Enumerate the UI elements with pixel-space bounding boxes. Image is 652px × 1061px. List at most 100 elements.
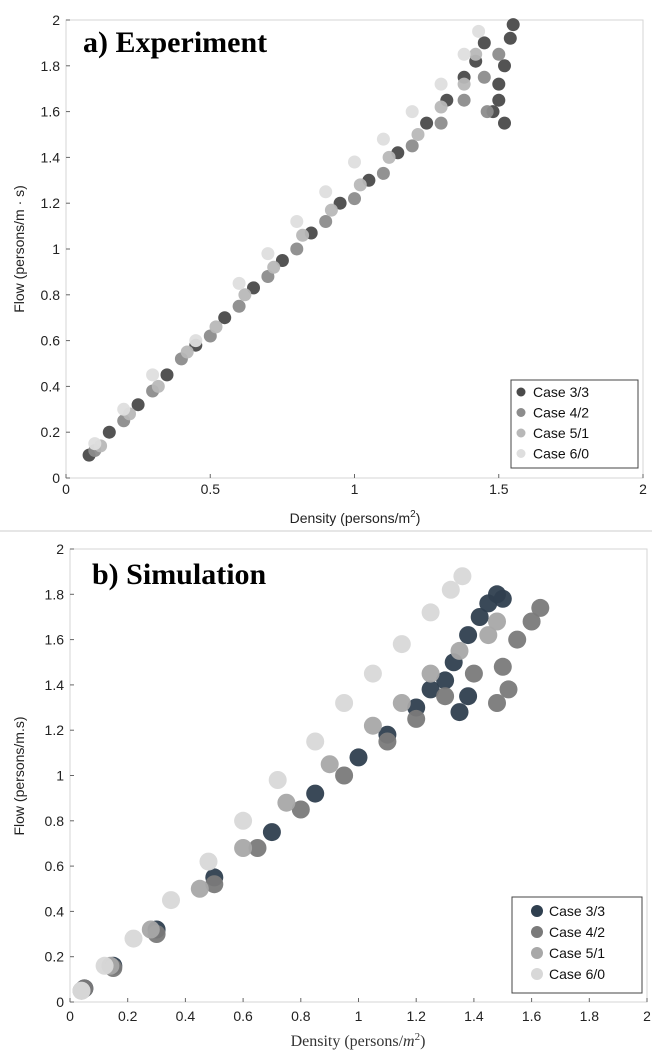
panel-a-y-tick-label: 0.6: [41, 333, 61, 349]
panel-b-point-series-3-9: [363, 664, 382, 683]
panel-b-point-series-3-7: [306, 732, 325, 751]
panel-a-point-series-1-13: [457, 93, 471, 107]
panel-b-y-axis-label: Flow (persons/m.s): [11, 716, 27, 835]
panel-b-point-series-2-7: [363, 716, 382, 735]
panel-b-point-series-0-6: [349, 748, 368, 767]
panel-a-legend-marker-0: [516, 387, 526, 397]
panel-b-point-series-0-12: [459, 626, 478, 645]
panel-b-point-series-0-4: [262, 823, 281, 842]
panel-b-point-series-1-7: [378, 732, 397, 751]
panel-a-legend-marker-2: [516, 428, 526, 438]
panel-a-point-series-2-2: [151, 379, 165, 393]
panel-a-point-series-2-10: [382, 150, 396, 164]
panel-a-point-series-1-12: [434, 116, 448, 130]
panel-b-x-axis-label-sup: 2: [415, 1031, 421, 1043]
panel-b-x-tick-label: 2: [643, 1008, 651, 1024]
panel-b-points: [72, 567, 550, 1000]
panel-b-legend-label-2: Case 5/1: [549, 945, 605, 961]
panel-a-x-axis-label-end: ): [416, 510, 421, 526]
panel-b-x-tick-label: 1.8: [580, 1008, 600, 1024]
panel-a-y-tick-label: 0.2: [41, 424, 61, 440]
panel-b-point-series-0-18: [459, 687, 478, 706]
panel-b-x-tick-label: 0: [66, 1008, 74, 1024]
panel-b-y-ticks: 0 0.2 0.4 0.6 0.8 1 1.2 1.4 1.6 1.8 2: [45, 541, 74, 1010]
panel-b-point-series-1-11: [493, 657, 512, 676]
panel-a-point-series-1-8: [319, 215, 333, 228]
panel-b-point-series-0-10: [436, 671, 455, 690]
panel-b-point-series-3-2: [124, 929, 143, 948]
panel-b-point-series-3-13: [453, 567, 472, 586]
panel-a-y-tick-label: 1.4: [41, 149, 61, 165]
panel-a-y-tick-label: 0.8: [41, 287, 61, 303]
panel-b-legend-marker-0: [531, 905, 543, 917]
panel-a-point-series-3-11: [434, 77, 448, 91]
panel-b-point-series-1-5: [291, 800, 310, 819]
panel-b-point-series-1-14: [531, 598, 550, 617]
panel-b-legend-label-3: Case 6/0: [549, 966, 605, 982]
panel-a-point-series-0-20: [503, 31, 517, 45]
panel-b-point-series-1-8: [407, 709, 426, 728]
panel-a-point-series-1-9: [348, 192, 361, 206]
panel-b-legend-marker-3: [531, 968, 543, 980]
panel-a-x-tick-label: 2: [639, 481, 647, 497]
panel-b-point-series-3-3: [162, 891, 180, 910]
panel-b-point-series-2-9: [421, 664, 440, 683]
panel-a-point-series-0-16: [477, 36, 491, 50]
panel-a-points: [82, 18, 520, 462]
panel-a-point-series-3-6: [290, 215, 304, 228]
panel-b-point-series-2-10: [450, 641, 469, 660]
panel-a-point-series-3-1: [117, 402, 131, 416]
panel-a-x-tick-label: 1.5: [489, 481, 509, 497]
panel-a-point-series-0-21: [506, 18, 520, 32]
panel-a-y-tick-label: 1.8: [41, 58, 61, 74]
panel-b-x-tick-label: 1.4: [464, 1008, 484, 1024]
panel-b-point-series-3-6: [268, 771, 287, 789]
panel-b-title: b) Simulation: [92, 558, 267, 591]
panel-a-x-tick-label: 0.5: [201, 481, 221, 497]
panel-a-point-series-2-5: [238, 288, 252, 302]
panel-b-point-series-2-5: [277, 793, 296, 812]
panel-a-point-series-2-4: [209, 320, 223, 334]
panel-a-point-series-1-7: [290, 242, 304, 256]
panel-b-y-tick-label: 0.8: [45, 813, 65, 829]
panel-a-point-series-1-15: [492, 47, 506, 61]
panel-a-point-series-2-12: [434, 100, 448, 114]
panel-a-legend: Case 3/3 Case 4/2 Case 5/1 Case 6/0: [510, 379, 639, 469]
panel-b-x-tick-label: 0.4: [176, 1008, 196, 1024]
panel-b-point-series-1-10: [464, 664, 483, 683]
panel-a-y-tick-label: 0.4: [41, 378, 61, 394]
panel-a-point-series-0-7: [275, 254, 289, 267]
panel-a-point-series-0-1: [102, 425, 116, 439]
panel-a-point-series-3-2: [146, 368, 160, 382]
panel-a-point-series-1-14: [477, 70, 491, 84]
panel-b-legend: Case 3/3 Case 4/2 Case 5/1 Case 6/0: [511, 896, 643, 994]
panel-a-point-series-3-8: [348, 155, 361, 169]
panel-b-y-tick-label: 0.4: [45, 903, 65, 919]
panel-b-point-series-0-13: [470, 608, 489, 626]
panel-a-y-tick-label: 0: [52, 470, 60, 486]
panel-b-point-series-2-8: [392, 694, 411, 712]
panel-b-point-series-3-5: [234, 811, 253, 830]
panel-b-y-tick-label: 2: [56, 541, 64, 557]
panel-b-legend-label-1: Case 4/2: [549, 924, 605, 940]
panel-a-point-series-0-23: [492, 93, 506, 107]
panel-a-y-axis-label: Flow (persons/m · s): [11, 185, 27, 313]
panel-b-point-series-2-11: [479, 626, 498, 645]
panel-a-point-series-3-3: [189, 334, 203, 348]
panel-a-legend-marker-1: [516, 408, 526, 417]
panel-b-x-axis-label-main: Density (persons/: [291, 1033, 404, 1050]
panel-b-point-series-3-10: [392, 635, 411, 654]
panel-a-x-axis-label-sup: 2: [410, 509, 416, 520]
panel-b-point-series-3-8: [335, 694, 354, 712]
panel-b-point-series-1-13: [522, 612, 541, 631]
panel-b-legend-marker-2: [531, 947, 543, 959]
panel-b-point-series-2-12: [488, 612, 506, 631]
panel-b-point-series-3-0: [72, 981, 91, 1000]
panel-a-point-series-2-9: [353, 178, 367, 192]
panel-a-title: a) Experiment: [83, 26, 267, 59]
panel-b-point-series-1-6: [335, 766, 354, 785]
panel-b-x-axis-label: Density (persons/m2): [291, 1031, 426, 1050]
panel-b-point-series-0-17: [450, 703, 469, 722]
panel-b-y-tick-label: 1.4: [45, 677, 65, 693]
